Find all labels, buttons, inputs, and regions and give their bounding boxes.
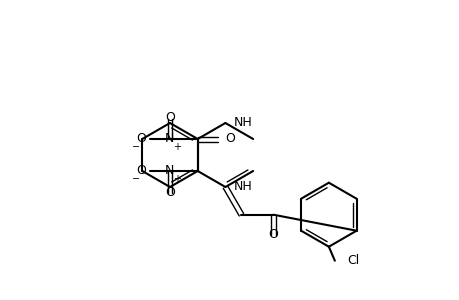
- Text: O: O: [135, 133, 146, 146]
- Text: O: O: [135, 164, 146, 178]
- Text: NH: NH: [233, 116, 252, 130]
- Text: −: −: [131, 174, 140, 184]
- Text: Cl: Cl: [346, 254, 358, 267]
- Text: +: +: [172, 142, 180, 152]
- Text: O: O: [225, 133, 235, 146]
- Text: O: O: [268, 228, 278, 241]
- Text: N: N: [165, 164, 174, 178]
- Text: N: N: [165, 133, 174, 146]
- Text: −: −: [131, 142, 140, 152]
- Text: O: O: [164, 111, 174, 124]
- Text: NH: NH: [233, 181, 252, 194]
- Text: O: O: [164, 186, 174, 199]
- Text: +: +: [172, 174, 180, 184]
